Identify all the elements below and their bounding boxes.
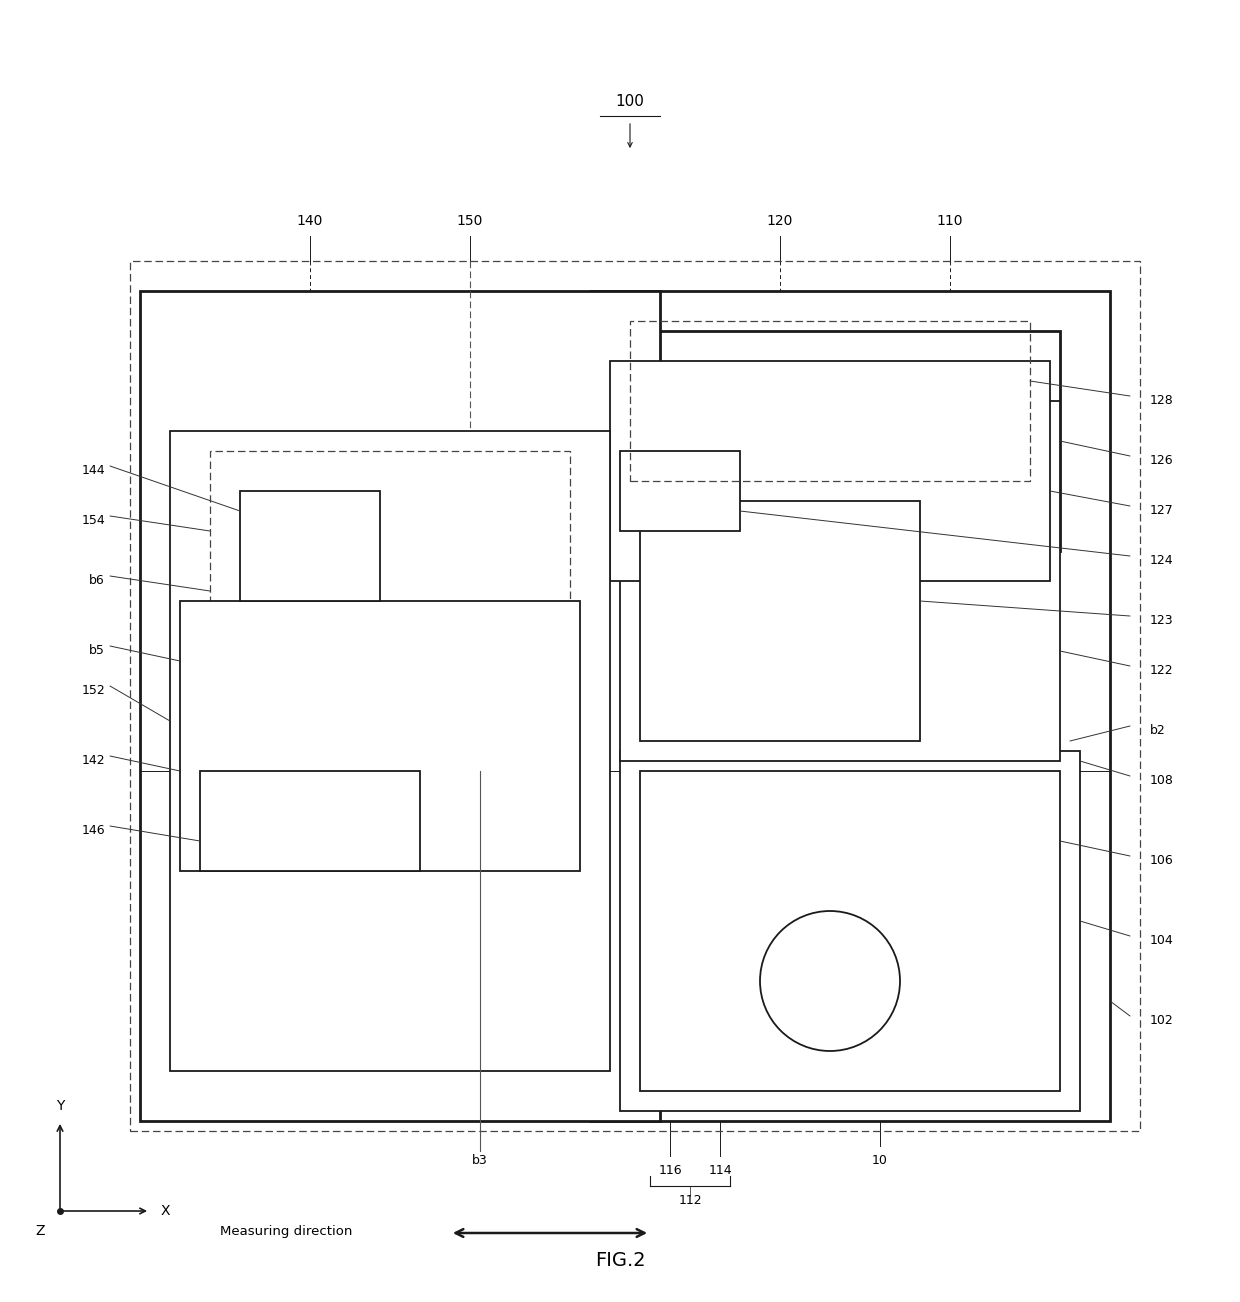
Text: 110: 110 xyxy=(936,214,963,228)
Text: 123: 123 xyxy=(1149,615,1173,628)
Bar xyxy=(640,771,1060,1091)
Bar xyxy=(200,771,420,871)
Text: 106: 106 xyxy=(1149,854,1174,867)
Text: 104: 104 xyxy=(1149,935,1174,948)
Text: 10: 10 xyxy=(872,1155,888,1168)
Bar xyxy=(630,322,1030,480)
Text: b5: b5 xyxy=(89,644,105,658)
Bar xyxy=(620,401,1060,760)
Text: 128: 128 xyxy=(1149,395,1174,408)
Text: Measuring direction: Measuring direction xyxy=(219,1224,352,1237)
Bar xyxy=(620,751,1080,1111)
Text: 152: 152 xyxy=(82,685,105,698)
Text: FIG.2: FIG.2 xyxy=(595,1251,645,1271)
Text: 114: 114 xyxy=(708,1164,732,1177)
Bar xyxy=(590,292,1110,1121)
Text: 108: 108 xyxy=(1149,775,1174,788)
Bar xyxy=(640,501,920,741)
Text: 126: 126 xyxy=(1149,454,1173,467)
Text: b6: b6 xyxy=(89,574,105,587)
Text: 102: 102 xyxy=(1149,1014,1174,1027)
Text: 124: 124 xyxy=(1149,555,1173,568)
Bar xyxy=(180,602,580,871)
Text: b2: b2 xyxy=(1149,724,1166,737)
Text: Y: Y xyxy=(56,1099,64,1113)
Text: 127: 127 xyxy=(1149,504,1174,517)
Bar xyxy=(241,491,379,602)
Text: Z: Z xyxy=(35,1224,45,1238)
Text: 150: 150 xyxy=(456,214,484,228)
Bar xyxy=(600,331,1060,551)
Text: 146: 146 xyxy=(82,824,105,837)
Text: 144: 144 xyxy=(82,465,105,478)
Text: 116: 116 xyxy=(658,1164,682,1177)
Bar xyxy=(620,450,740,531)
Text: X: X xyxy=(160,1204,170,1217)
Text: 140: 140 xyxy=(296,214,324,228)
Text: 122: 122 xyxy=(1149,664,1173,677)
Text: 154: 154 xyxy=(82,514,105,527)
Text: 120: 120 xyxy=(766,214,794,228)
Bar xyxy=(140,292,660,1121)
Bar xyxy=(170,431,610,1072)
Bar xyxy=(130,260,1140,1131)
Text: b3: b3 xyxy=(472,1155,487,1168)
Bar xyxy=(610,361,1050,581)
Bar xyxy=(210,450,570,621)
Text: 142: 142 xyxy=(82,754,105,767)
Text: 100: 100 xyxy=(615,94,645,108)
Text: 112: 112 xyxy=(678,1194,702,1207)
